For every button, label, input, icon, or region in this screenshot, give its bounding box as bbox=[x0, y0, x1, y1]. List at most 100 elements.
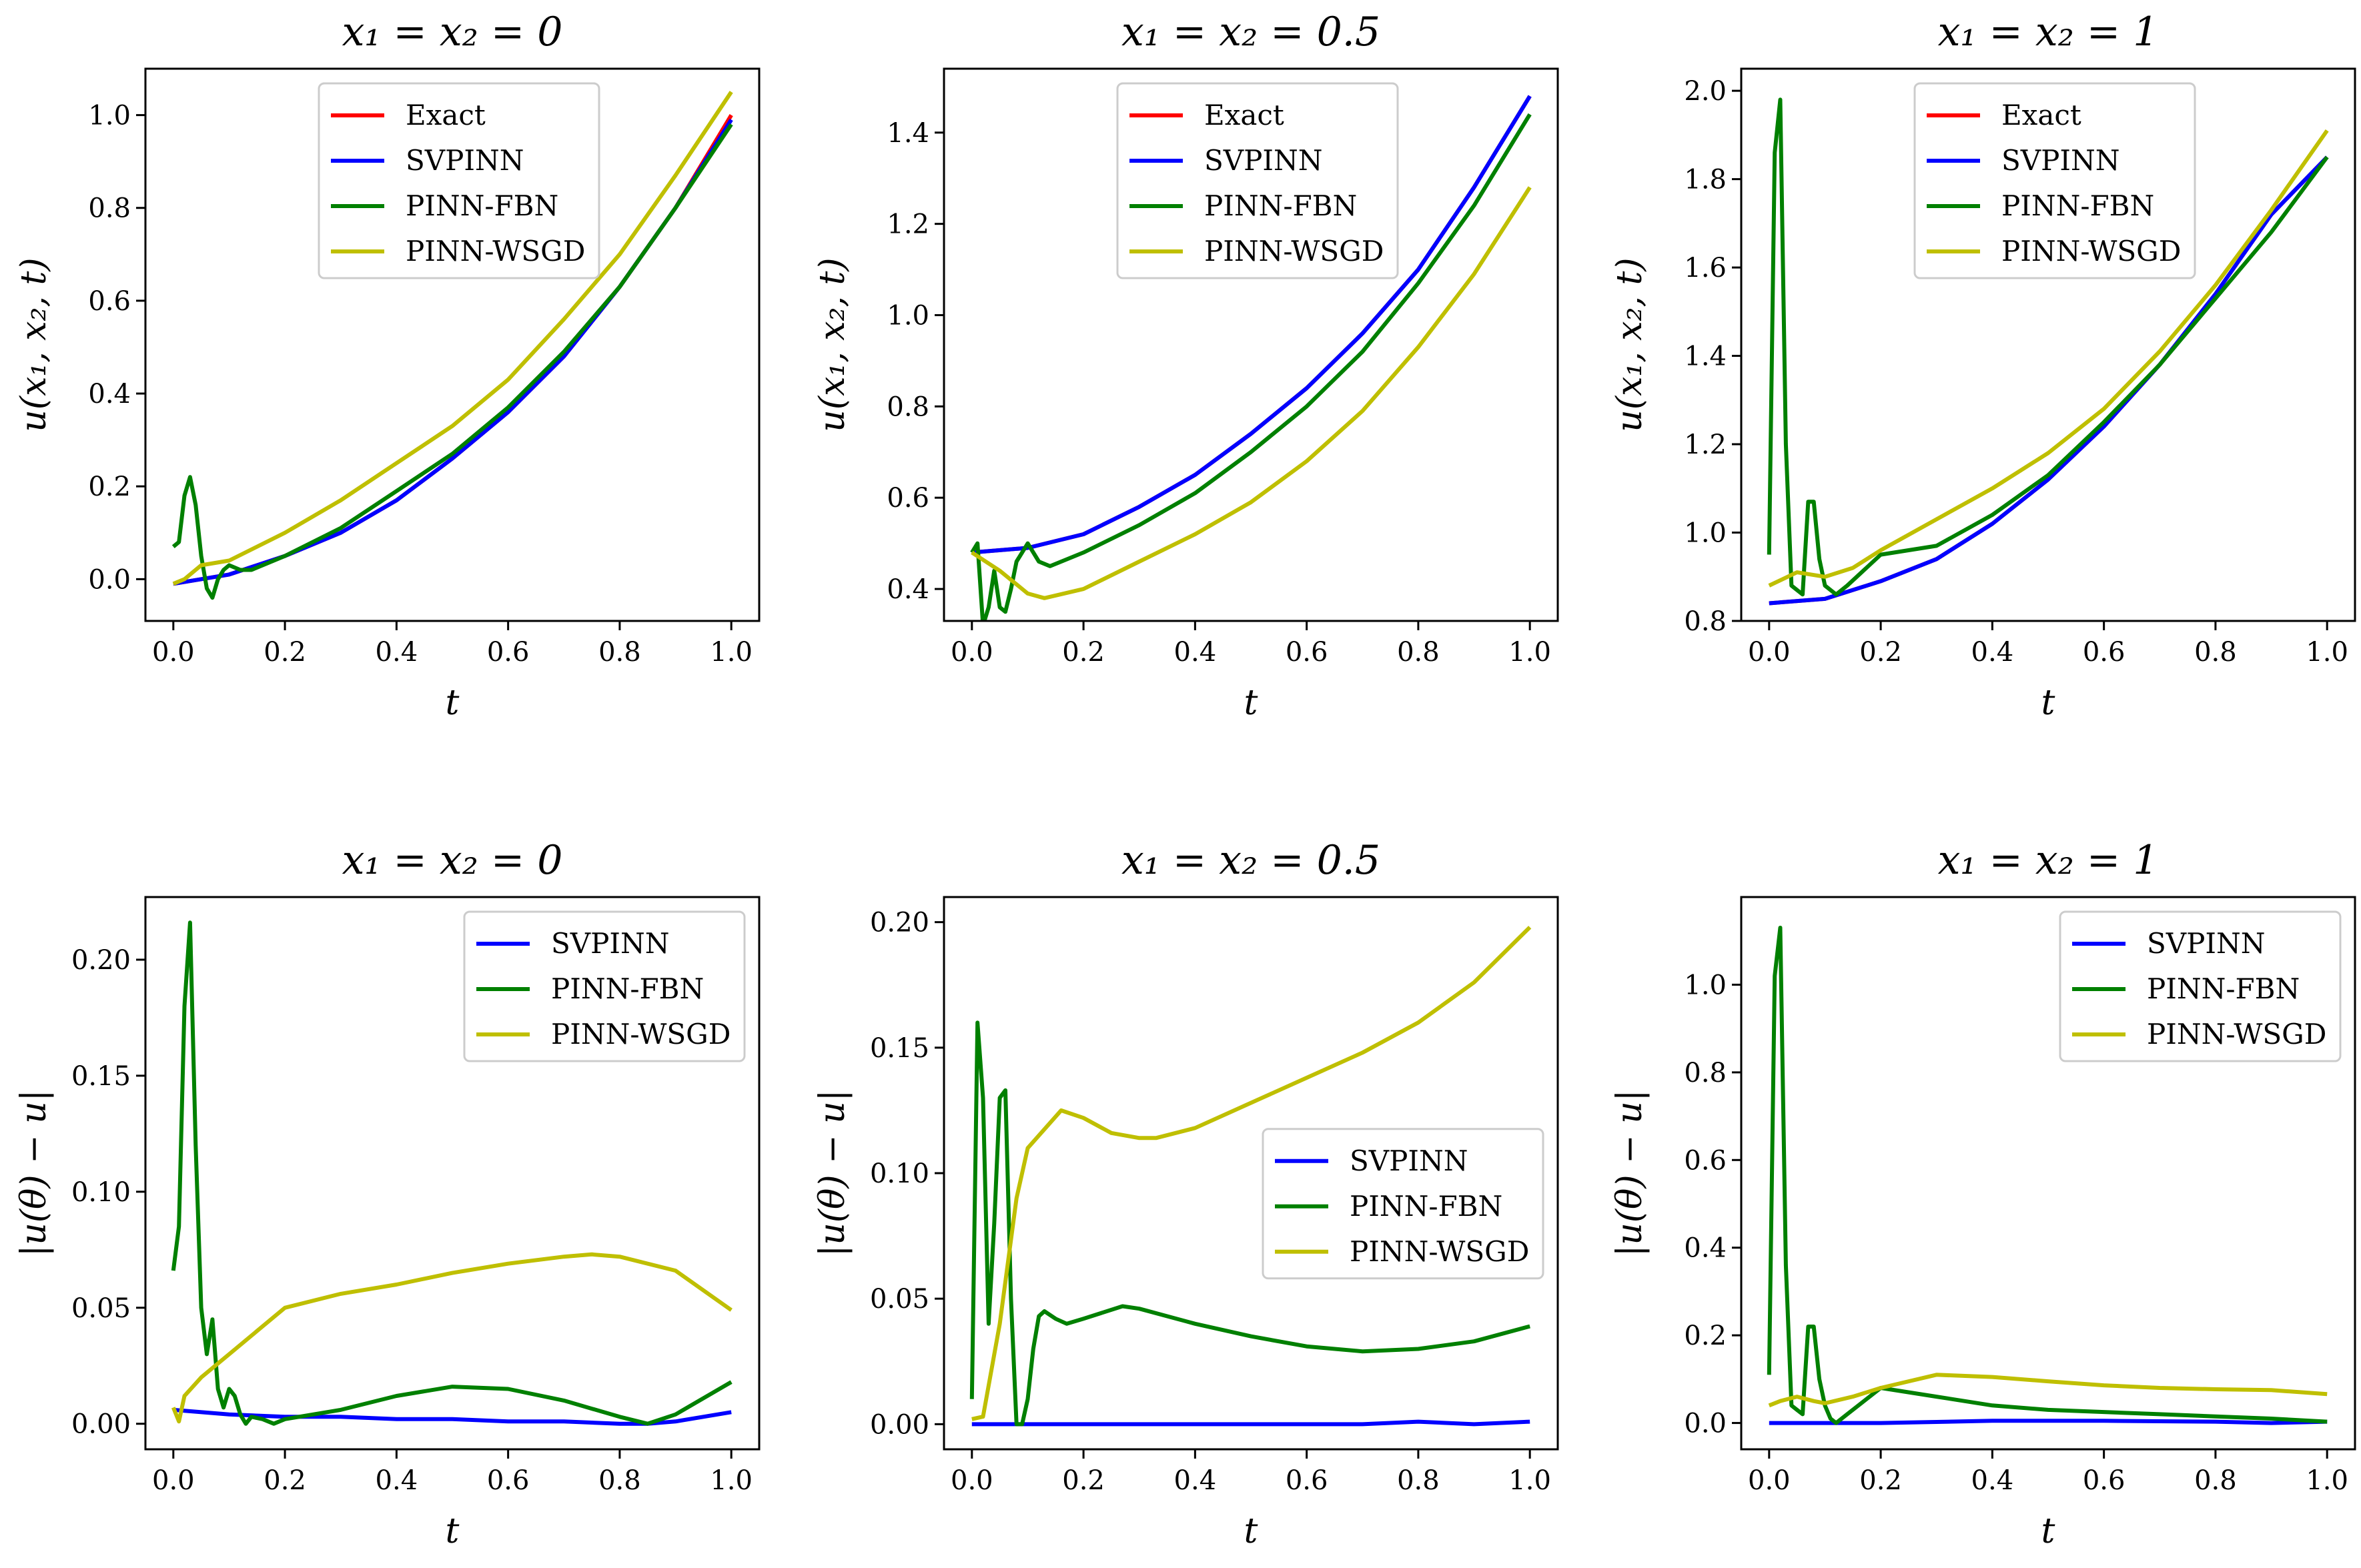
y-tick-label: 1.0 bbox=[887, 301, 929, 331]
y-tick-label: 0.20 bbox=[71, 945, 131, 976]
y-tick-label: 0.6 bbox=[1684, 1145, 1727, 1176]
x-tick-label: 0.6 bbox=[1286, 1465, 1328, 1496]
x-tick-label: 0.6 bbox=[2083, 637, 2126, 668]
series-group bbox=[1767, 97, 2329, 606]
legend-label: Exact bbox=[406, 99, 486, 131]
x-tick-label: 0.8 bbox=[2194, 637, 2237, 668]
series-line-svpinn bbox=[1769, 1419, 2328, 1425]
x-tick-label: 0.8 bbox=[1397, 1465, 1440, 1496]
y-tick-label: 0.6 bbox=[887, 483, 929, 514]
x-axis-label: t bbox=[1244, 683, 1258, 723]
x-tick-label: 0.2 bbox=[264, 1465, 306, 1496]
y-axis-label: |u(θ) − u| bbox=[813, 1090, 853, 1257]
chart-title: x₁ = x₂ = 0 bbox=[342, 9, 563, 55]
series-line-svpinn bbox=[971, 1419, 1530, 1427]
legend-label: PINN-WSGD bbox=[1204, 235, 1384, 267]
y-tick-label: 0.8 bbox=[1684, 1058, 1727, 1088]
legend: SVPINN PINN-FBN PINN-WSGD bbox=[1262, 1128, 1544, 1280]
chart-panel-6: x₁ = x₂ = 1 0.0 0.2 0.4 0.6 0.8 1.0 0.0 0.2 0.4 0.… bbox=[1610, 837, 2356, 1551]
x-tick-label: 0.4 bbox=[376, 1465, 418, 1496]
legend: SVPINN PINN-FBN PINN-WSGD bbox=[463, 910, 746, 1062]
series-line-pinn-fbn bbox=[171, 920, 733, 1426]
legend-label: PINN-WSGD bbox=[406, 235, 585, 267]
legend-label: PINN-FBN bbox=[2147, 972, 2300, 1005]
y-axis-label: u(x₁, x₂, t) bbox=[813, 257, 853, 432]
x-tick-label: 1.0 bbox=[2306, 1465, 2348, 1496]
x-tick-label: 0.2 bbox=[1062, 1465, 1105, 1496]
legend-box bbox=[318, 82, 600, 279]
chart-panel-5: x₁ = x₂ = 0.5 0.0 0.2 0.4 0.6 0.8 1.0 0.00 0.05 0… bbox=[813, 837, 1559, 1551]
x-tick-label: 1.0 bbox=[2306, 637, 2348, 668]
y-tick-label: 0.10 bbox=[870, 1158, 929, 1189]
chart-title: x₁ = x₂ = 0.5 bbox=[1121, 9, 1380, 55]
x-tick-label: 0.0 bbox=[951, 1465, 993, 1496]
y-tick-label: 0.6 bbox=[88, 286, 131, 317]
y-tick-label: 1.0 bbox=[88, 101, 131, 131]
chart-title: x₁ = x₂ = 1 bbox=[1938, 837, 2159, 884]
legend-label: Exact bbox=[2001, 99, 2081, 131]
y-tick-label: 1.2 bbox=[1684, 430, 1727, 460]
series-group bbox=[171, 920, 733, 1426]
legend-label: PINN-FBN bbox=[2001, 189, 2154, 222]
y-axis-label: |u(θ) − u| bbox=[1610, 1090, 1650, 1257]
legend-label: PINN-WSGD bbox=[551, 1018, 731, 1050]
y-tick-label: 0.00 bbox=[71, 1409, 131, 1440]
legend-label: PINN-FBN bbox=[1204, 189, 1357, 222]
chart-panel-3: x₁ = x₂ = 1 0.0 0.2 0.4 0.6 0.8 1.0 0.8 1.0 1.2 1.… bbox=[1610, 9, 2356, 723]
y-tick-label: 0.8 bbox=[887, 391, 929, 422]
series-group bbox=[969, 926, 1532, 1427]
series-line-pinn-fbn bbox=[1767, 97, 2329, 597]
x-tick-label: 0.8 bbox=[1397, 637, 1440, 668]
x-tick-label: 0.2 bbox=[1062, 637, 1105, 668]
plot-frame bbox=[144, 67, 761, 622]
series-group bbox=[171, 91, 733, 600]
x-axis-label: t bbox=[2041, 1511, 2055, 1551]
legend-box bbox=[463, 910, 746, 1062]
chart-title: x₁ = x₂ = 0.5 bbox=[1121, 837, 1380, 884]
plot-frame bbox=[943, 67, 1559, 622]
legend-label: Exact bbox=[1204, 99, 1284, 131]
legend-label: PINN-WSGD bbox=[1350, 1235, 1529, 1268]
x-axis-label: t bbox=[1244, 1511, 1258, 1551]
series-line-pinn-wsgd bbox=[1768, 129, 2329, 588]
y-tick-label: 1.4 bbox=[887, 118, 929, 149]
chart-panel-2: x₁ = x₂ = 0.5 0.0 0.2 0.4 0.6 0.8 1.0 0.4 0.6 0.8… bbox=[813, 9, 1559, 723]
x-tick-label: 0.6 bbox=[487, 637, 530, 668]
x-tick-label: 0.8 bbox=[598, 637, 641, 668]
plot-frame bbox=[1740, 896, 2356, 1451]
x-axis-label: t bbox=[2041, 683, 2055, 723]
x-tick-label: 1.0 bbox=[710, 1465, 753, 1496]
x-tick-label: 0.2 bbox=[1859, 1465, 1902, 1496]
y-tick-label: 0.4 bbox=[1684, 1233, 1727, 1264]
y-axis-label: |u(θ) − u| bbox=[14, 1090, 54, 1257]
y-tick-label: 0.0 bbox=[88, 564, 131, 595]
x-tick-label: 0.8 bbox=[2194, 1465, 2237, 1496]
legend-label: PINN-FBN bbox=[1350, 1190, 1502, 1223]
x-tick-label: 0.6 bbox=[2083, 1465, 2126, 1496]
y-tick-label: 0.4 bbox=[88, 379, 131, 410]
series-line-pinn-fbn bbox=[969, 1020, 1530, 1427]
chart-title: x₁ = x₂ = 0 bbox=[342, 837, 563, 884]
chart-panel-4: x₁ = x₂ = 0 0.0 0.2 0.4 0.6 0.8 1.0 0.00 0.05 0.1… bbox=[14, 837, 761, 1551]
y-tick-label: 1.2 bbox=[887, 209, 929, 240]
chart-panel-1: x₁ = x₂ = 0 0.0 0.2 0.4 0.6 0.8 1.0 0.0 0.2 0.4 0.… bbox=[14, 9, 761, 723]
y-tick-label: 0.8 bbox=[1684, 606, 1727, 637]
x-tick-label: 0.6 bbox=[1286, 637, 1328, 668]
y-tick-label: 1.0 bbox=[1684, 518, 1727, 549]
y-tick-label: 0.05 bbox=[71, 1293, 131, 1324]
series-line-pinn-wsgd bbox=[971, 186, 1532, 600]
x-axis-label: t bbox=[446, 683, 460, 723]
y-tick-label: 1.8 bbox=[1684, 165, 1727, 195]
legend: Exact SVPINN PINN-FBN PINN-WSGD bbox=[1913, 82, 2196, 279]
y-tick-label: 0.8 bbox=[88, 193, 131, 224]
x-tick-label: 0.0 bbox=[152, 1465, 195, 1496]
series-line-pinn-wsgd bbox=[971, 926, 1532, 1421]
legend: Exact SVPINN PINN-FBN PINN-WSGD bbox=[318, 82, 600, 279]
x-tick-label: 0.4 bbox=[376, 637, 418, 668]
x-tick-label: 0.4 bbox=[1174, 1465, 1217, 1496]
series-line-pinn-fbn bbox=[970, 113, 1532, 621]
series-group bbox=[1767, 926, 2328, 1425]
legend-label: PINN-WSGD bbox=[2001, 235, 2181, 267]
x-tick-label: 0.4 bbox=[1971, 1465, 2014, 1496]
series-line-pinn-wsgd bbox=[171, 1252, 733, 1424]
